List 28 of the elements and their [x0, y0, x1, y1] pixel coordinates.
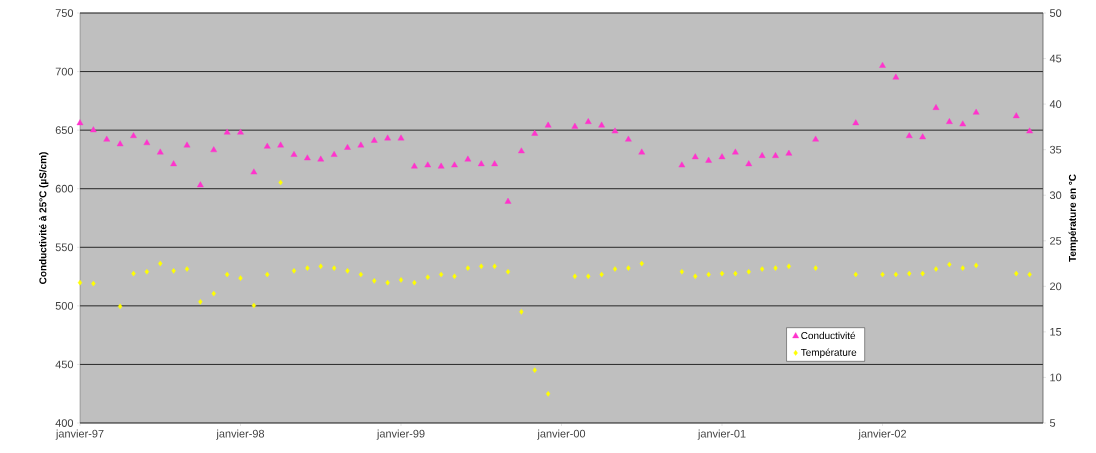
y2-tick-label: 20: [1050, 282, 1062, 291]
y2-tick-label: 5: [1049, 419, 1056, 427]
y2-tick-label: 15: [1050, 328, 1062, 336]
y2-tick-label: 25: [1050, 236, 1062, 245]
y2-tick-label: 10: [1050, 373, 1062, 382]
y-tick-label: 450: [55, 360, 74, 369]
x-tick-label: janvier-01: [697, 429, 746, 440]
y2-tick-label: 50: [1049, 9, 1062, 17]
legend-label: Température: [800, 348, 857, 358]
y-tick-label: 750: [55, 9, 74, 17]
y-tick-label: 500: [55, 301, 74, 310]
x-tick-label: janvier-99: [376, 429, 425, 440]
y-tick-label: 650: [55, 126, 74, 135]
y2-axis-title: Température en °C: [1068, 174, 1078, 262]
x-tick-label: janvier-97: [55, 429, 104, 440]
y2-tick-label: 30: [1049, 191, 1062, 200]
y-axis-title: Conductivité à 25°C (µS/cm): [38, 152, 49, 284]
y2-tick-label: 40: [1049, 100, 1062, 108]
x-tick-label: janvier-02: [858, 429, 907, 440]
x-tick-label: janvier-98: [216, 429, 265, 440]
y2-tick-label: 45: [1049, 54, 1062, 63]
y2-tick-label: 35: [1049, 145, 1062, 154]
legend-label: Conductivité: [801, 331, 856, 340]
y-tick-label: 600: [55, 184, 74, 193]
x-tick-label: janvier-00: [537, 429, 586, 440]
y-tick-label: 700: [55, 67, 74, 76]
y-tick-label: 550: [55, 243, 74, 252]
y-tick-label: 400: [55, 419, 74, 427]
